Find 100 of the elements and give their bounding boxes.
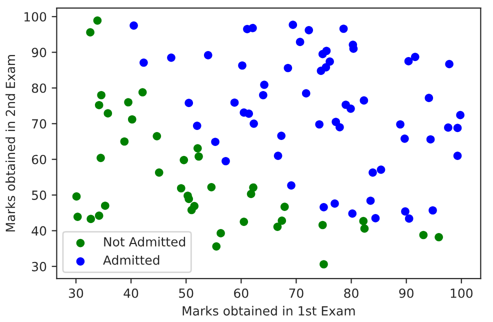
y-tick-label: 90 — [32, 48, 46, 58]
point — [212, 242, 221, 251]
point — [259, 90, 268, 100]
point — [444, 123, 452, 132]
point — [287, 181, 296, 190]
point — [194, 152, 203, 161]
point — [154, 168, 164, 177]
point — [138, 88, 147, 96]
point — [346, 104, 355, 113]
point — [359, 216, 368, 226]
point — [332, 118, 340, 126]
point — [330, 199, 339, 208]
point — [318, 220, 327, 230]
point — [207, 183, 216, 192]
x-tick-label: 100 — [450, 288, 472, 298]
point — [445, 60, 454, 68]
point — [96, 154, 105, 162]
point — [304, 26, 314, 34]
point — [86, 28, 94, 36]
point — [404, 214, 414, 223]
x-tick-label: 60 — [234, 288, 248, 298]
point — [248, 24, 257, 32]
point — [260, 80, 268, 89]
point — [193, 144, 202, 152]
point — [426, 135, 435, 144]
point — [320, 260, 328, 268]
point — [94, 212, 104, 220]
point — [339, 24, 348, 33]
point — [302, 89, 310, 98]
point — [86, 214, 95, 224]
point — [396, 120, 404, 129]
x-tick-label: 80 — [344, 288, 358, 298]
point — [238, 61, 246, 70]
point — [366, 196, 375, 205]
point — [176, 184, 186, 192]
point — [288, 20, 298, 29]
point — [128, 115, 136, 124]
point — [277, 132, 286, 140]
point — [249, 183, 258, 192]
point — [404, 57, 413, 66]
point — [222, 156, 230, 166]
point — [73, 212, 82, 221]
point — [278, 216, 286, 225]
point — [140, 58, 148, 67]
point — [124, 98, 132, 106]
point — [250, 120, 258, 128]
point — [368, 168, 377, 177]
x-tick-label: 30 — [68, 288, 84, 298]
y-axis-title: Marks obtained in 2nd Exam — [5, 54, 16, 232]
point — [360, 224, 369, 233]
point — [410, 52, 420, 62]
point — [93, 16, 102, 25]
x-axis-title: Marks obtained in 1st Exam — [182, 306, 355, 316]
point — [376, 166, 386, 174]
point — [360, 96, 368, 105]
y-tick-label: 100 — [24, 12, 46, 22]
y-tick-label: 50 — [32, 190, 46, 200]
point — [240, 218, 248, 226]
point — [216, 229, 225, 238]
point — [456, 110, 464, 120]
point — [184, 192, 192, 200]
point — [316, 66, 326, 76]
point — [453, 124, 462, 132]
point — [120, 137, 129, 146]
point — [104, 109, 112, 118]
point — [273, 222, 282, 231]
x-tick-label: 50 — [179, 288, 194, 298]
point — [296, 38, 304, 46]
point — [192, 122, 202, 130]
point — [180, 156, 188, 164]
legend-label: Admitted — [103, 255, 160, 265]
point — [152, 132, 162, 140]
point — [453, 152, 462, 160]
point — [211, 138, 220, 146]
point — [400, 134, 409, 143]
point — [424, 94, 434, 102]
point — [240, 108, 248, 117]
point — [100, 202, 110, 210]
point — [428, 206, 437, 215]
point — [348, 209, 357, 218]
point — [97, 90, 106, 100]
point — [315, 120, 324, 129]
point — [274, 152, 282, 160]
point — [419, 230, 428, 240]
point — [320, 202, 328, 212]
point — [130, 21, 138, 30]
point — [371, 214, 380, 222]
point — [204, 50, 212, 60]
point — [184, 98, 194, 108]
point — [72, 192, 81, 201]
point — [284, 64, 292, 72]
point — [94, 100, 104, 110]
point — [318, 50, 327, 58]
y-tick-label: 30 — [32, 262, 46, 272]
y-tick-label: 80 — [32, 83, 46, 93]
y-tick-label: 60 — [32, 154, 46, 164]
point — [230, 98, 239, 107]
point — [434, 232, 443, 242]
point — [280, 202, 289, 211]
x-tick-label: 70 — [289, 288, 304, 298]
